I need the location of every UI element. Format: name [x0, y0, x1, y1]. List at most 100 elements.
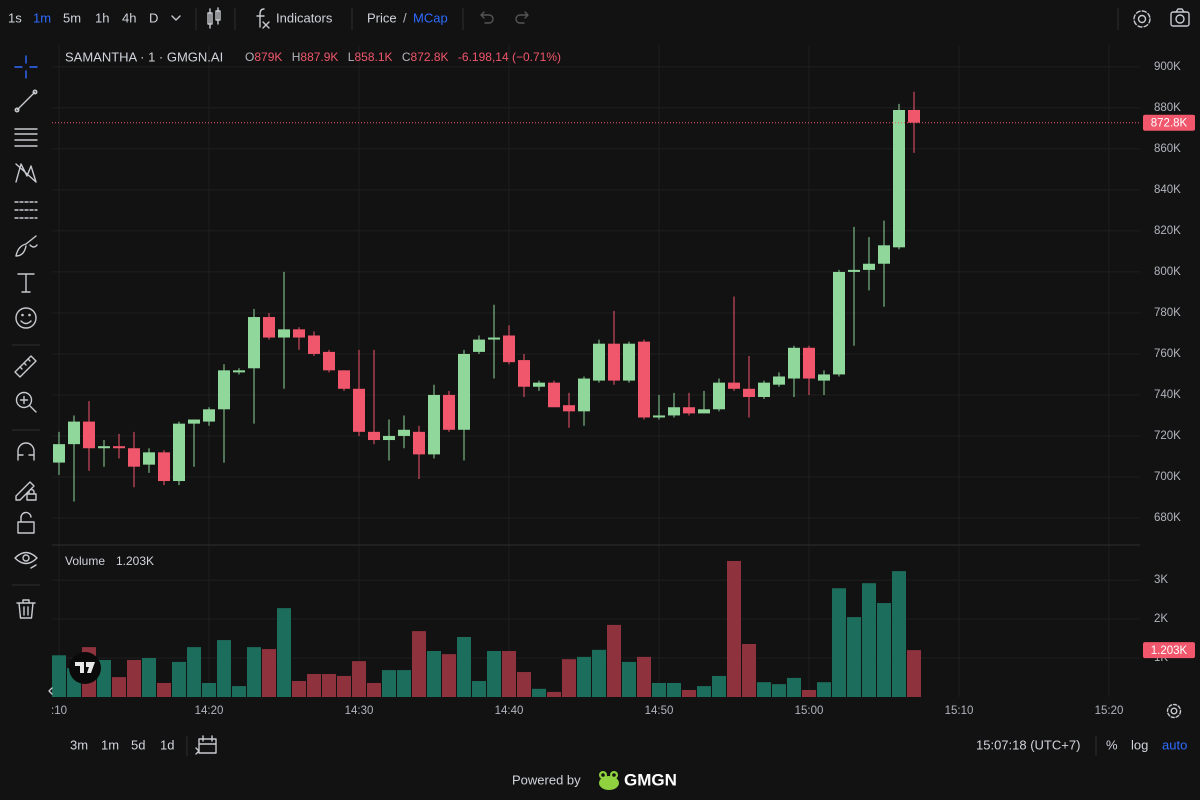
auto-toggle[interactable]: auto	[1162, 737, 1187, 752]
emoji-tool[interactable]	[15, 307, 37, 329]
x-tick-label: 14:30	[345, 705, 374, 717]
grid	[52, 45, 1140, 697]
brush-tool[interactable]	[15, 235, 38, 257]
interval-active[interactable]: 1m	[33, 10, 51, 25]
x-tick-label: 15:20	[1095, 705, 1124, 717]
candle-body	[713, 382, 725, 410]
volume-title: Volume	[65, 554, 105, 568]
lock-tool[interactable]	[17, 511, 35, 534]
lock-drawing-tool[interactable]	[15, 481, 37, 501]
range-button[interactable]: 1d	[160, 737, 174, 752]
volume-bar	[712, 675, 726, 697]
crosshair-tool[interactable]	[14, 55, 38, 79]
tradingview-logo[interactable]	[69, 652, 101, 684]
candle-body	[263, 317, 275, 338]
volume-bar	[772, 684, 786, 697]
candle-body	[218, 370, 230, 410]
y-tick-label: 720K	[1154, 430, 1181, 442]
y-tick-label: 760K	[1154, 348, 1181, 360]
volume-bar	[262, 649, 276, 697]
candle-body	[233, 370, 245, 373]
interval[interactable]: 5m	[63, 10, 81, 25]
range-button[interactable]: 1m	[101, 737, 119, 752]
scroll-left[interactable]	[48, 687, 53, 695]
axes: :10 14:20 14:30 14:40 14:50 15:00 15:10 15:20 68…	[51, 61, 1195, 717]
indicators-button[interactable]: Indicators	[276, 10, 333, 25]
candle-body	[428, 394, 440, 455]
pattern-tool[interactable]	[15, 163, 37, 183]
volume-bar	[862, 583, 876, 697]
candle-body	[83, 421, 95, 449]
range-button[interactable]: 5d	[131, 737, 145, 752]
interval[interactable]: 1s	[8, 10, 22, 25]
candle-body	[353, 388, 365, 432]
interval[interactable]: 4h	[122, 10, 136, 25]
ruler-tool[interactable]	[14, 355, 37, 378]
candle-body	[593, 343, 605, 381]
volume-value: 1.203K	[116, 554, 154, 568]
interval[interactable]: D	[149, 10, 158, 25]
x-tick-label: :10	[51, 705, 67, 717]
clock: 15:07:18 (UTC+7)	[976, 737, 1080, 752]
volume-bar	[157, 682, 171, 697]
volume-bar	[217, 640, 231, 697]
y-tick-label: 700K	[1154, 471, 1181, 483]
candle-body	[848, 269, 860, 272]
fib-tool[interactable]	[14, 201, 38, 219]
x-tick-label: 14:50	[645, 705, 674, 717]
visibility-tool[interactable]	[14, 551, 38, 569]
candle-body	[743, 388, 755, 397]
volume-bar	[322, 674, 336, 697]
price-toggle[interactable]: Price	[367, 10, 397, 25]
candle-body	[443, 394, 455, 430]
mcap-toggle[interactable]: MCap	[413, 10, 448, 25]
interval-dropdown[interactable]	[171, 15, 181, 21]
candle-body	[68, 421, 80, 445]
volume-bar	[502, 651, 516, 697]
delete-tool[interactable]	[16, 599, 36, 619]
range-button[interactable]: 3m	[70, 737, 88, 752]
zoom-tool[interactable]	[15, 391, 37, 413]
candle-body	[863, 263, 875, 270]
x-tick-label: 15:00	[795, 705, 824, 717]
candle-body	[293, 329, 305, 338]
screenshot-button[interactable]	[1170, 8, 1190, 27]
percent-toggle[interactable]: %	[1106, 737, 1118, 752]
volume-bar	[757, 682, 771, 697]
candle-body	[773, 376, 785, 385]
volume-bar	[457, 636, 471, 697]
indicators-icon[interactable]	[256, 8, 270, 29]
candle-body	[788, 347, 800, 379]
volume-bar	[127, 659, 141, 697]
ohlc-key: O	[245, 50, 254, 64]
log-toggle[interactable]: log	[1131, 737, 1148, 752]
undo-button[interactable]	[480, 11, 494, 24]
text-tool[interactable]	[17, 273, 35, 293]
volume-bar	[547, 691, 561, 697]
volume-bar	[562, 659, 576, 697]
y-tick-label: 860K	[1154, 143, 1181, 155]
trend-line-tool[interactable]	[14, 89, 38, 113]
last-volume-label: 1.203K	[1151, 645, 1188, 657]
volume-bar	[202, 682, 216, 697]
candle-body	[563, 405, 575, 412]
last-price-box	[1143, 114, 1195, 131]
ohlc-value: 879K	[254, 50, 282, 64]
volume-bar	[382, 670, 396, 697]
candle-body	[908, 109, 920, 123]
channel-tool[interactable]	[14, 128, 38, 147]
axis-settings-button[interactable]	[1166, 703, 1182, 719]
chart-type-button[interactable]	[207, 7, 221, 29]
volume-bar	[52, 655, 66, 697]
volume-pane	[52, 560, 921, 697]
volume-bar	[682, 689, 696, 697]
volume-bar	[577, 656, 591, 697]
footer: Powered by GMGN	[512, 770, 677, 790]
settings-button[interactable]	[1133, 10, 1151, 28]
interval[interactable]: 1h	[95, 10, 109, 25]
magnet-tool[interactable]	[17, 442, 35, 461]
candle-body	[278, 329, 290, 338]
redo-button[interactable]	[515, 11, 529, 24]
go-to-date-button[interactable]	[195, 735, 217, 755]
price-pane	[52, 91, 1140, 502]
